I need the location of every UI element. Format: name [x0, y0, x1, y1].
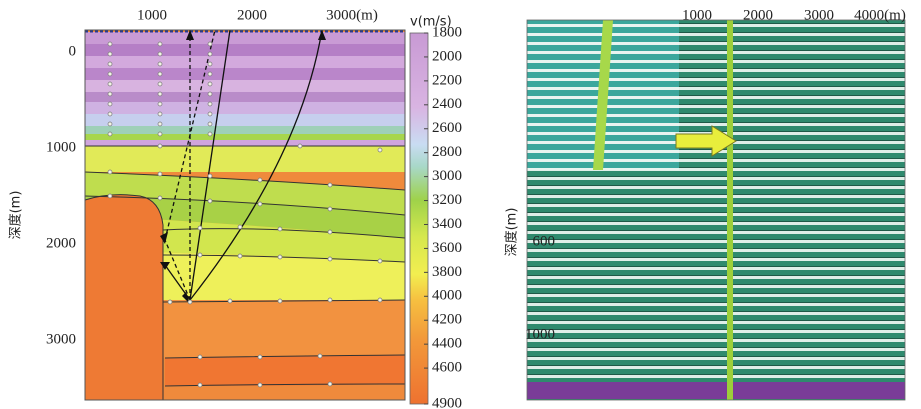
layer-node: [198, 355, 202, 359]
layer-node: [158, 172, 162, 176]
colorbar-tick-label: 3200: [432, 192, 462, 208]
layer-node: [378, 148, 382, 152]
layer-node: [328, 257, 332, 261]
colorbar-tick-label: 3600: [432, 240, 462, 256]
colorbar-tick-label: 2400: [432, 96, 462, 112]
layer-node: [208, 174, 212, 178]
layer-node: [108, 102, 112, 106]
colorbar: [410, 33, 428, 404]
layer-node: [208, 52, 212, 56]
colorbar-tick-label: 3400: [432, 216, 462, 232]
colorbar-tick-label: 2800: [432, 144, 462, 160]
colorbar-tick-label: 4200: [432, 312, 462, 328]
layer-node: [108, 194, 112, 198]
layer-node: [328, 382, 332, 386]
layer-node: [108, 72, 112, 76]
layer-node: [158, 82, 162, 86]
layer-node: [208, 72, 212, 76]
layer-node: [108, 62, 112, 66]
colorbar-tick-label: 4600: [432, 360, 462, 376]
layer-node: [158, 122, 162, 126]
layer-node: [198, 383, 202, 387]
x-tick-label: 2000: [237, 7, 267, 23]
y-tick-label: 3000: [46, 331, 76, 347]
layer-node: [208, 102, 212, 106]
colorbar-tick-label: 2200: [432, 72, 462, 88]
layer-node: [258, 355, 262, 359]
layer-node: [158, 102, 162, 106]
layer-node: [208, 42, 212, 46]
layer-node: [328, 183, 332, 187]
grid-model: [527, 20, 905, 400]
layer-node: [258, 202, 262, 206]
layer-node: [108, 92, 112, 96]
layer-node: [108, 112, 112, 116]
layer-node: [258, 178, 262, 182]
layer-node: [158, 72, 162, 76]
layer-node: [158, 52, 162, 56]
colorbar-tick-label: 4900: [432, 395, 462, 409]
x-tick-label: 1000: [682, 7, 712, 23]
y-axis-label: 深度(m): [504, 208, 520, 257]
layer-node: [198, 226, 202, 230]
colorbar-tick-label: 4000: [432, 288, 462, 304]
layer-node: [108, 122, 112, 126]
layer-node: [278, 227, 282, 231]
layer-node: [378, 298, 382, 302]
layer-node: [108, 82, 112, 86]
layer-node: [108, 170, 112, 174]
layer-node: [158, 196, 162, 200]
layer-node: [278, 255, 282, 259]
layer-node: [208, 199, 212, 203]
x-tick-label: 3000: [804, 7, 834, 23]
layer-node: [238, 254, 242, 258]
y-tick-label: 1000: [525, 326, 555, 342]
layer-node: [108, 132, 112, 136]
layer-node: [158, 112, 162, 116]
layer-node: [168, 300, 172, 304]
layer-node: [378, 259, 382, 263]
layer-node: [298, 144, 302, 148]
layer-node: [208, 82, 212, 86]
layer-node: [158, 92, 162, 96]
y-tick-label: 2000: [46, 235, 76, 251]
velocity-model: [85, 30, 405, 400]
layer-node: [208, 122, 212, 126]
layer-node: [328, 298, 332, 302]
layer-node: [208, 112, 212, 116]
colorbar-tick-label: 2000: [432, 48, 462, 64]
layer-node: [228, 299, 232, 303]
y-tick-label: 0: [69, 43, 77, 59]
layer-node: [158, 132, 162, 136]
colorbar-tick-label: 3800: [432, 264, 462, 280]
layer-node: [198, 253, 202, 257]
layer-node: [188, 300, 192, 304]
figure: v(m/s) 深度(m) 深度(m) 100020003000(m)010002…: [0, 0, 921, 409]
y-tick-label: 600: [533, 233, 556, 249]
colorbar-tick-label: 1800: [432, 24, 462, 40]
layer-node: [208, 132, 212, 136]
x-tick-label: 4000(m): [854, 7, 906, 23]
x-tick-label: 3000(m): [326, 7, 378, 23]
x-tick-label: 1000: [137, 7, 167, 23]
layer-node: [208, 62, 212, 66]
layer-node: [158, 62, 162, 66]
layer-node: [158, 42, 162, 46]
layer-node: [238, 225, 242, 229]
layer-node: [328, 230, 332, 234]
y-axis-label: 深度(m): [8, 191, 24, 240]
colorbar-tick-label: 4400: [432, 336, 462, 352]
layer-node: [318, 354, 322, 358]
layer-node: [208, 92, 212, 96]
colorbar-tick-label: 2600: [432, 120, 462, 136]
y-tick-label: 1000: [46, 139, 76, 155]
layer-node: [258, 383, 262, 387]
layer-node: [278, 299, 282, 303]
layer-node: [158, 144, 162, 148]
layer-node: [108, 52, 112, 56]
x-tick-label: 2000: [743, 7, 773, 23]
layer-node: [328, 207, 332, 211]
colorbar-tick-label: 3000: [432, 168, 462, 184]
layer-node: [108, 42, 112, 46]
